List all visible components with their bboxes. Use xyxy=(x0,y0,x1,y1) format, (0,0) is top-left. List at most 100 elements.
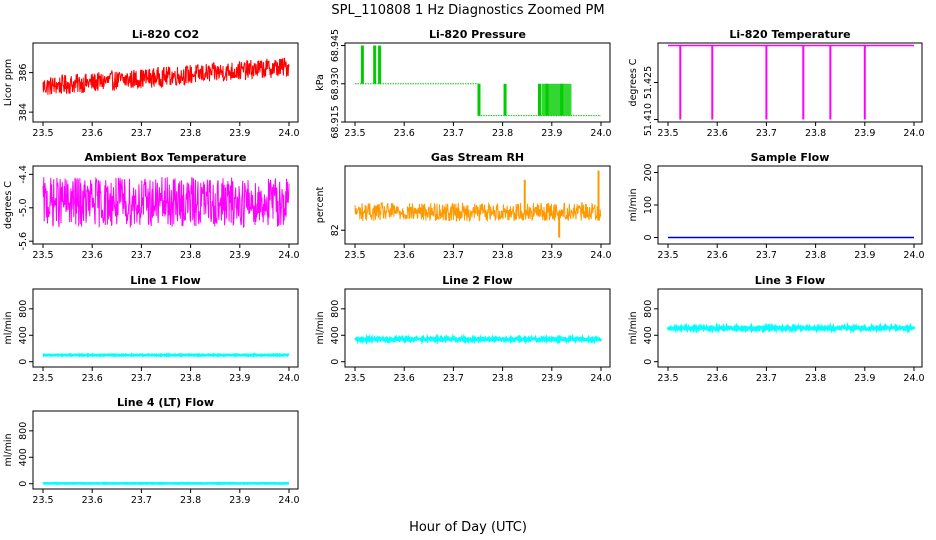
x-tick-label: 23.9 xyxy=(541,250,562,261)
data-series xyxy=(42,176,290,229)
series-line xyxy=(42,176,290,229)
x-tick-label: 23.7 xyxy=(131,128,152,139)
y-axis-label: degrees C xyxy=(3,181,14,229)
x-tick-label: 23.9 xyxy=(541,373,562,384)
y-tick-label: 51.410 xyxy=(643,103,654,136)
plot-frame xyxy=(344,42,611,123)
y-tick-label: 200 xyxy=(643,163,654,181)
y-tick-label: 100 xyxy=(643,196,654,214)
y-tick-label: 51.425 xyxy=(643,66,654,99)
x-tick-label: 23.5 xyxy=(32,128,53,139)
series-line xyxy=(354,333,603,345)
data-series xyxy=(666,321,916,335)
y-tick-label: 800 xyxy=(18,300,29,318)
panel-9: Line 3 Flow ml/min 23.5 23.6 23.7 23.8 23.9 24.… xyxy=(628,274,925,384)
x-tick-label: 24.0 xyxy=(903,373,924,384)
y-tick-label: 800 xyxy=(330,300,341,318)
data-series xyxy=(668,44,914,120)
figure-title: SPL_110808 1 Hz Diagnostics Zoomed PM xyxy=(331,3,604,18)
x-tick-label: 23.7 xyxy=(443,250,464,261)
panel-8: Line 2 Flow ml/min 23.5 23.6 23.7 23.8 23.9 24.… xyxy=(315,274,612,384)
x-tick-label: 24.0 xyxy=(590,250,611,261)
y-tick-label: -5.6 xyxy=(18,232,29,251)
plot-frame xyxy=(32,42,299,123)
y-tick-label: 0 xyxy=(18,481,29,487)
x-tick-label: 23.7 xyxy=(756,373,777,384)
x-tick-label: 23.7 xyxy=(756,128,777,139)
x-tick-label: 23.7 xyxy=(443,373,464,384)
panel-title: Line 3 Flow xyxy=(755,274,825,287)
plot-frame xyxy=(344,165,611,245)
panel-1: Li-820 CO2 Licor ppm 23.5 23.6 23.7 23.8 23.9 2… xyxy=(3,28,300,139)
x-tick-label: 24.0 xyxy=(278,128,299,139)
x-tick-label: 23.5 xyxy=(657,250,678,261)
y-tick-label: 400 xyxy=(18,326,29,344)
x-tick-label: 23.8 xyxy=(805,250,826,261)
plot-frame xyxy=(32,288,299,368)
x-tick-label: 24.0 xyxy=(278,250,299,261)
y-tick-label: 800 xyxy=(18,422,29,440)
y-tick-label: 0 xyxy=(643,359,654,365)
x-tick-label: 23.5 xyxy=(344,128,365,139)
panel-4: Ambient Box Temperature degrees C 23.5 23.6… xyxy=(3,151,300,261)
figure-x-axis-label: Hour of Day (UTC) xyxy=(409,520,527,535)
x-tick-label: 23.9 xyxy=(229,495,250,506)
x-tick-label: 23.7 xyxy=(131,495,152,506)
x-tick-label: 23.9 xyxy=(229,128,250,139)
x-tick-label: 23.8 xyxy=(180,250,201,261)
x-tick-label: 24.0 xyxy=(903,250,924,261)
series-line xyxy=(42,57,290,95)
x-tick-label: 23.9 xyxy=(229,373,250,384)
x-tick-label: 23.5 xyxy=(344,373,365,384)
x-tick-label: 24.0 xyxy=(903,128,924,139)
x-tick-label: 23.6 xyxy=(707,250,728,261)
x-tick-label: 23.5 xyxy=(32,250,53,261)
panel-5: Gas Stream RH percent 23.5 23.6 23.7 23.8 23.9… xyxy=(315,151,612,261)
y-axis-label: Licor ppm xyxy=(3,59,14,106)
plot-frame xyxy=(657,288,923,368)
y-tick-label: 68.930 xyxy=(330,67,341,100)
data-series xyxy=(354,333,603,345)
x-tick-label: 23.5 xyxy=(32,495,53,506)
y-tick-label: 0 xyxy=(18,359,29,365)
plot-frame xyxy=(32,165,299,245)
x-tick-label: 23.9 xyxy=(229,250,250,261)
x-tick-label: 23.8 xyxy=(492,250,513,261)
x-tick-label: 23.6 xyxy=(82,373,103,384)
x-tick-label: 23.6 xyxy=(394,128,415,139)
x-tick-label: 24.0 xyxy=(590,128,611,139)
x-tick-label: 23.8 xyxy=(180,128,201,139)
x-tick-label: 23.7 xyxy=(131,250,152,261)
y-tick-label: 400 xyxy=(643,326,654,344)
y-tick-label: 68.915 xyxy=(330,105,341,138)
y-axis-label: degrees C xyxy=(628,58,639,106)
x-tick-label: 23.5 xyxy=(657,128,678,139)
data-series xyxy=(42,352,290,358)
panel-6: Sample Flow ml/min 23.5 23.6 23.7 23.8 23.9 24.… xyxy=(628,151,925,261)
x-tick-label: 23.6 xyxy=(82,250,103,261)
panel-title: Li-820 CO2 xyxy=(132,28,199,41)
series-line xyxy=(666,321,916,335)
plot-frame xyxy=(344,288,611,368)
panel-title: Sample Flow xyxy=(751,151,830,164)
x-tick-label: 23.7 xyxy=(443,128,464,139)
y-axis-label: ml/min xyxy=(628,311,639,344)
x-tick-label: 23.6 xyxy=(394,373,415,384)
panel-title: Li-820 Pressure xyxy=(429,28,526,41)
panel-10: Line 4 (LT) Flow ml/min 23.5 23.6 23.7 23.8 23… xyxy=(3,396,300,506)
y-tick-label: 82 xyxy=(330,224,341,236)
x-tick-label: 23.8 xyxy=(805,128,826,139)
x-tick-label: 24.0 xyxy=(590,373,611,384)
x-tick-label: 23.5 xyxy=(657,373,678,384)
x-tick-label: 23.9 xyxy=(854,373,875,384)
x-tick-label: 23.9 xyxy=(854,128,875,139)
panel-title: Li-820 Temperature xyxy=(729,28,850,41)
panel-2: Li-820 Pressure kPa 23.5 23.6 23.7 23.8 23.9 24… xyxy=(315,28,612,139)
x-tick-label: 23.8 xyxy=(492,373,513,384)
y-tick-label: 384 xyxy=(18,103,29,121)
x-tick-label: 23.6 xyxy=(82,495,103,506)
y-tick-label: -5.0 xyxy=(18,199,29,218)
plot-frame xyxy=(657,42,923,123)
x-tick-label: 23.8 xyxy=(492,128,513,139)
